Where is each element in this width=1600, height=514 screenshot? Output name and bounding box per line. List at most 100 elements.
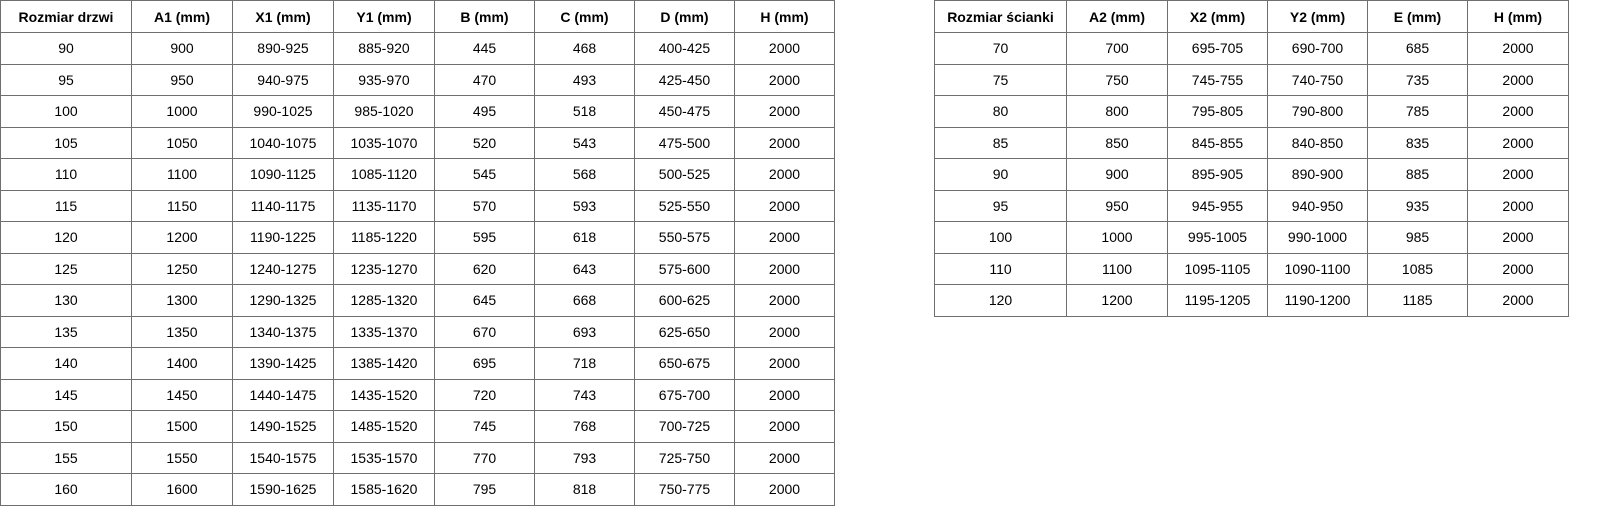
- table-row: 85 850 845-855 840-850 835 2000: [934, 126, 1569, 159]
- table-cell: 1200: [1066, 284, 1168, 317]
- table-cell: 1050: [131, 126, 233, 159]
- table-cell: 885: [1367, 158, 1468, 191]
- table-cell: 495: [434, 95, 535, 128]
- table-cell: 2000: [734, 95, 835, 128]
- table-cell: 1350: [131, 315, 233, 348]
- column-header: X2 (mm): [1167, 0, 1268, 33]
- table-row: 95 950 945-955 940-950 935 2000: [934, 189, 1569, 222]
- table-cell: 1500: [131, 410, 233, 443]
- table-cell: 1135-1170: [333, 189, 435, 222]
- table-cell: 110: [934, 252, 1067, 285]
- column-header: Rozmiar drzwi: [0, 0, 132, 33]
- table-cell: 518: [534, 95, 635, 128]
- table-cell: 1335-1370: [333, 315, 435, 348]
- table-cell: 1390-1425: [232, 347, 334, 380]
- table-cell: 840-850: [1267, 126, 1368, 159]
- table-cell: 1540-1575: [232, 441, 334, 474]
- table-row: 125 1250 1240-1275 1235-1270 620 643 575-600 20…: [0, 252, 835, 285]
- table-row: 75 750 745-755 740-750 735 2000: [934, 63, 1569, 96]
- table-row: 140 1400 1390-1425 1385-1420 695 718 650-675 20…: [0, 347, 835, 380]
- table-cell: 693: [534, 315, 635, 348]
- table-cell: 890-900: [1267, 158, 1368, 191]
- table-row: 120 1200 1190-1225 1185-1220 595 618 550-575 20…: [0, 221, 835, 254]
- table-cell: 785: [1367, 95, 1468, 128]
- table-cell: 2000: [734, 126, 835, 159]
- table-cell: 543: [534, 126, 635, 159]
- table-row: 150 1500 1490-1525 1485-1520 745 768 700-725 20…: [0, 410, 835, 443]
- table-cell: 595: [434, 221, 535, 254]
- table-cell: 400-425: [634, 32, 735, 65]
- table-cell: 700: [1066, 32, 1168, 65]
- table-cell: 468: [534, 32, 635, 65]
- header-row: Rozmiar drzwi A1 (mm) X1 (mm) Y1 (mm) B (mm)…: [0, 0, 835, 33]
- table-cell: 2000: [1467, 95, 1569, 128]
- table-cell: 1190-1225: [232, 221, 334, 254]
- table-cell: 2000: [1467, 252, 1569, 285]
- table-cell: 140: [0, 347, 132, 380]
- table-cell: 990-1025: [232, 95, 334, 128]
- table-cell: 745-755: [1167, 63, 1268, 96]
- table-cell: 1150: [131, 189, 233, 222]
- table-cell: 620: [434, 252, 535, 285]
- table-cell: 935-970: [333, 63, 435, 96]
- table-cell: 2000: [734, 284, 835, 317]
- table-cell: 425-450: [634, 63, 735, 96]
- table-cell: 845-855: [1167, 126, 1268, 159]
- table-cell: 1435-1520: [333, 378, 435, 411]
- table-cell: 2000: [1467, 126, 1569, 159]
- table-cell: 885-920: [333, 32, 435, 65]
- table-cell: 110: [0, 158, 132, 191]
- table-cell: 895-905: [1167, 158, 1268, 191]
- table-row: 95 950 940-975 935-970 470 493 425-450 2000: [0, 63, 835, 96]
- table-cell: 1585-1620: [333, 473, 435, 506]
- table-cell: 1185: [1367, 284, 1468, 317]
- table-row: 155 1550 1540-1575 1535-1570 770 793 725-750 20…: [0, 441, 835, 474]
- table-cell: 450-475: [634, 95, 735, 128]
- table-cell: 1090-1100: [1267, 252, 1368, 285]
- table-cell: 935: [1367, 189, 1468, 222]
- column-header: E (mm): [1367, 0, 1468, 33]
- table-cell: 2000: [734, 63, 835, 96]
- table-cell: 650-675: [634, 347, 735, 380]
- table-cell: 90: [0, 32, 132, 65]
- table-cell: 2000: [734, 158, 835, 191]
- table-cell: 568: [534, 158, 635, 191]
- table-cell: 1085: [1367, 252, 1468, 285]
- table-cell: 500-525: [634, 158, 735, 191]
- wall-table-body: 70 700 695-705 690-700 685 2000 75 750 745-755 74…: [934, 32, 1569, 317]
- table-cell: 1340-1375: [232, 315, 334, 348]
- table-cell: 1300: [131, 284, 233, 317]
- table-cell: 618: [534, 221, 635, 254]
- table-row: 120 1200 1195-1205 1190-1200 1185 2000: [934, 284, 1569, 317]
- door-table-body: 90 900 890-925 885-920 445 468 400-425 2000 95 95…: [0, 32, 835, 506]
- table-cell: 1550: [131, 441, 233, 474]
- table-cell: 1000: [1066, 221, 1168, 254]
- table-cell: 100: [934, 221, 1067, 254]
- column-header: H (mm): [1467, 0, 1569, 33]
- table-cell: 1190-1200: [1267, 284, 1368, 317]
- table-row: 70 700 695-705 690-700 685 2000: [934, 32, 1569, 65]
- table-cell: 1485-1520: [333, 410, 435, 443]
- table-cell: 600-625: [634, 284, 735, 317]
- table-cell: 900: [1066, 158, 1168, 191]
- table-cell: 520: [434, 126, 535, 159]
- table-cell: 150: [0, 410, 132, 443]
- table-cell: 445: [434, 32, 535, 65]
- table-cell: 2000: [734, 32, 835, 65]
- column-header: Y1 (mm): [333, 0, 435, 33]
- table-cell: 2000: [734, 189, 835, 222]
- table-cell: 2000: [1467, 221, 1569, 254]
- table-cell: 1285-1320: [333, 284, 435, 317]
- column-header: B (mm): [434, 0, 535, 33]
- table-cell: 990-1000: [1267, 221, 1368, 254]
- table-cell: 685: [1367, 32, 1468, 65]
- column-header: D (mm): [634, 0, 735, 33]
- table-cell: 2000: [734, 252, 835, 285]
- table-cell: 120: [0, 221, 132, 254]
- table-cell: 1085-1120: [333, 158, 435, 191]
- table-cell: 1200: [131, 221, 233, 254]
- table-cell: 145: [0, 378, 132, 411]
- table-cell: 125: [0, 252, 132, 285]
- column-header: X1 (mm): [232, 0, 334, 33]
- table-cell: 985: [1367, 221, 1468, 254]
